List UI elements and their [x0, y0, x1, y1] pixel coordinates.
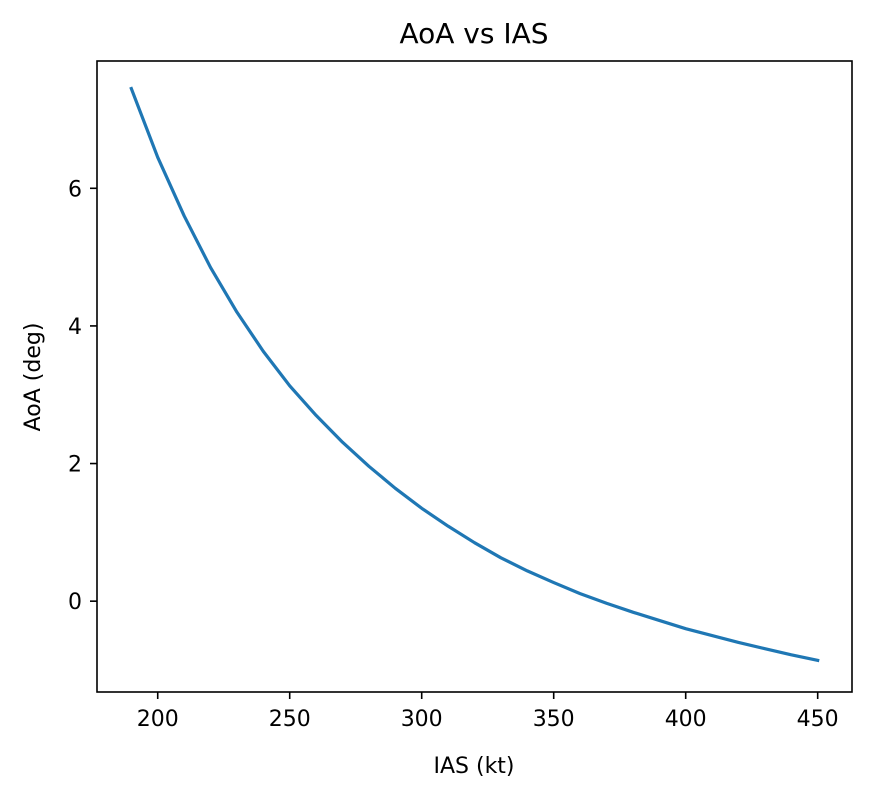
x-tick-label: 450 — [797, 707, 839, 732]
x-tick-label: 250 — [269, 707, 311, 732]
x-tick-label: 350 — [533, 707, 575, 732]
y-tick-label: 0 — [68, 590, 82, 615]
y-axis-label: AoA (deg) — [21, 323, 46, 432]
chart-title: AoA vs IAS — [399, 17, 548, 50]
plot-area-frame — [96, 60, 853, 693]
series-layer — [129, 86, 820, 663]
y-tick-label: 2 — [68, 453, 82, 478]
series-line-1 — [129, 86, 820, 663]
x-tick-label: 300 — [401, 707, 443, 732]
x-tick-label: 200 — [137, 707, 179, 732]
x-tick-label: 400 — [665, 707, 707, 732]
y-tick-label: 4 — [68, 315, 82, 340]
y-tick-label: 6 — [68, 177, 82, 202]
x-axis-label: IAS (kt) — [433, 754, 514, 779]
ticks-layer: 200 250 300 350 400 450 0 2 4 6 — [68, 177, 839, 732]
